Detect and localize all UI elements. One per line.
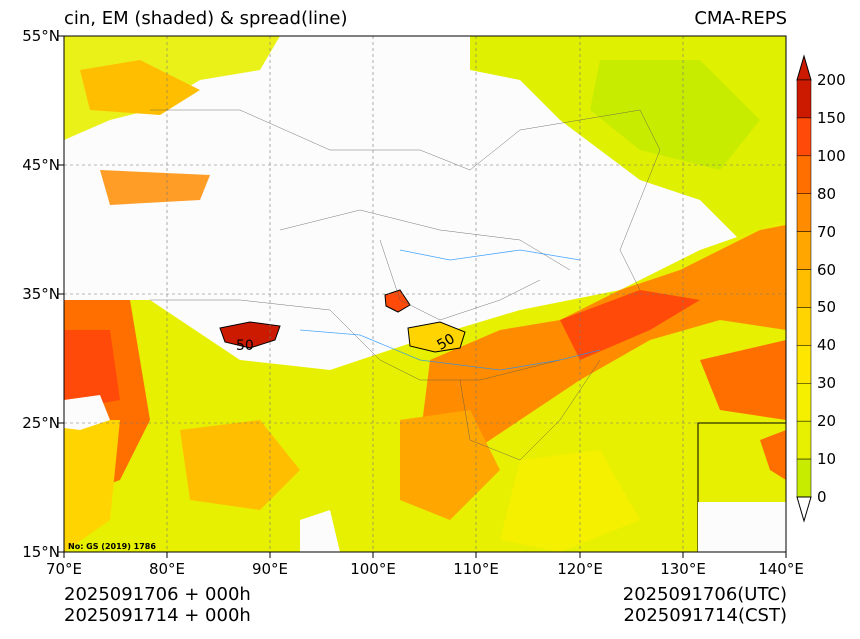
colorbar-swatch: [796, 420, 812, 460]
colorbar-swatch: [796, 307, 812, 346]
map-title: cin, EM (shaded) & spread(line): [64, 8, 348, 29]
lat-tick-label: 15°N: [22, 543, 60, 561]
colorbar-extend-min: [796, 496, 812, 523]
contour-blob-sichuan: [407, 321, 466, 353]
colorbar-tick-label: 50: [817, 298, 837, 317]
lon-tick-label: 90°E: [251, 560, 289, 578]
colorbar-tick-label: 100: [817, 146, 846, 165]
lon-tick-label: 120°E: [557, 560, 603, 578]
colorbar-swatch: [796, 117, 812, 157]
model-name: CMA-REPS: [694, 8, 787, 29]
lat-tick-label: 25°N: [22, 414, 60, 432]
lat-tick-label: 45°N: [22, 156, 60, 174]
colorbar-swatch: [796, 383, 812, 422]
colorbar-tick-label: 200: [817, 71, 846, 89]
lat-tick-label: 55°N: [22, 27, 60, 45]
colorbar-tick-label: 10: [817, 450, 837, 469]
colorbar-tick-label: 80: [817, 184, 837, 203]
colorbar-swatch: [796, 155, 812, 194]
contour-label: 50: [236, 338, 254, 354]
lon-tick-label: 100°E: [350, 560, 396, 578]
colorbar-tick-label: 70: [817, 222, 837, 241]
colorbar-tick-label: 20: [817, 412, 837, 431]
colorbar-tick-label: 30: [817, 374, 837, 393]
lon-tick-label: 80°E: [148, 560, 186, 578]
lon-tick-label: 70°E: [45, 560, 83, 578]
colorbar-swatch: [796, 458, 812, 498]
lat-tick-label: 35°N: [22, 285, 60, 303]
contour-label: 50: [434, 331, 457, 354]
colorbar-tick-label: 40: [817, 336, 837, 355]
colorbar-tick-label: 0: [817, 488, 827, 506]
colorbar: [796, 54, 812, 523]
colorbar-swatch: [796, 193, 812, 232]
utc-time: 2025091706(UTC): [622, 584, 787, 605]
colorbar-swatch: [796, 79, 812, 119]
lon-tick-label: 110°E: [453, 560, 499, 578]
colorbar-swatch: [796, 269, 812, 308]
colorbar-tick-label: 60: [817, 260, 837, 279]
lon-tick-label: 140°E: [758, 560, 804, 578]
contour-blob-tibet: [219, 321, 281, 349]
colorbar-tick-label: 150: [817, 108, 846, 127]
init-time-line: 2025091706 + 000h: [64, 584, 251, 605]
colorbar-swatch: [796, 231, 812, 270]
valid-time-line: 2025091714 + 000h: [64, 605, 251, 626]
cst-time: 2025091714(CST): [623, 605, 787, 626]
lon-tick-label: 130°E: [660, 560, 706, 578]
colorbar-extend-max: [796, 54, 812, 81]
colorbar-swatch: [796, 345, 812, 384]
map-approval-note: No: GS (2019) 1786: [68, 542, 156, 551]
